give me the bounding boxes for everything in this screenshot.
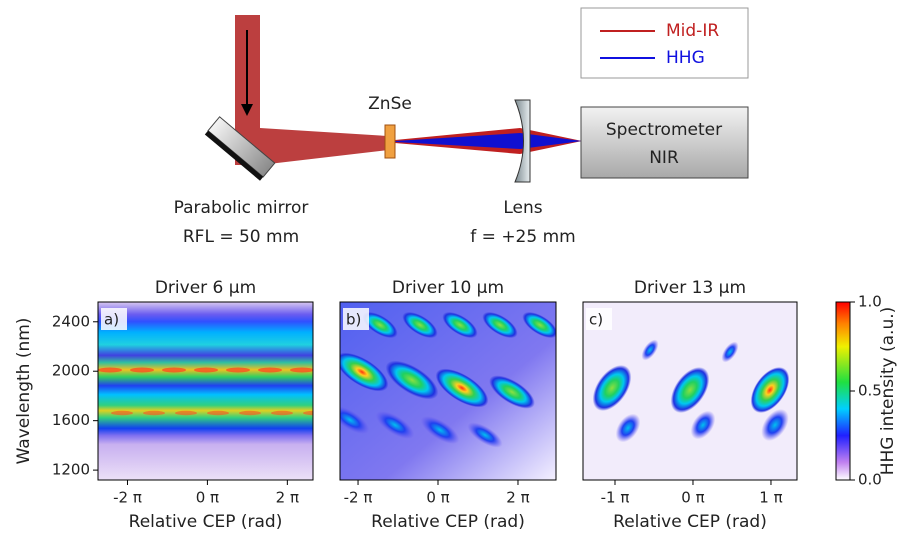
heatmap-image [442, 311, 478, 339]
label: Lens [503, 198, 542, 218]
heatmap-image [690, 410, 716, 440]
colorbar-tick-label: 1.0 [858, 293, 882, 311]
label: NIR [649, 148, 679, 168]
y-tick-label: 2000 [52, 362, 90, 380]
heatmap-image [239, 410, 261, 416]
heatmap-image [721, 341, 739, 363]
y-tick-label: 1600 [52, 411, 90, 429]
legend-label: Mid-IR [666, 21, 719, 41]
heatmap-image [489, 375, 535, 409]
x-tick-label: 0 π [681, 489, 704, 507]
heatmap-image [670, 367, 710, 413]
heatmap-image [402, 311, 438, 339]
heatmap-image [194, 367, 218, 373]
heatmap-image [290, 367, 313, 373]
heatmap-image [420, 416, 460, 444]
x-tick-label: 1 π [759, 489, 782, 507]
label: f = +25 mm [470, 227, 575, 247]
heatmap-image [130, 367, 154, 373]
heatmap-image [482, 311, 518, 339]
heatmap-image [592, 365, 632, 411]
colorbar-tick-label: 0.0 [858, 471, 882, 489]
heatmap-image [143, 410, 165, 416]
panel-label: b) [346, 311, 361, 329]
x-axis-label: Relative CEP (rad) [371, 512, 525, 532]
x-axis-label: Relative CEP (rad) [613, 512, 767, 532]
plot-frame [97, 301, 314, 481]
plot-frame [339, 301, 557, 481]
panel-label: a) [104, 311, 119, 329]
x-tick-label: -1 π [601, 489, 630, 507]
legend-label: HHG [666, 48, 705, 68]
heatmap-image [175, 410, 197, 416]
heatmap-image [522, 311, 556, 339]
setup-diagram: Mid-IR HHG ZnSe Parabolic mirror RFL = 5… [174, 7, 749, 247]
x-tick-label: -2 π [344, 489, 373, 507]
colorbar-tick-label: 0.5 [858, 382, 882, 400]
heatmap-image [615, 413, 641, 443]
heatmap-image [98, 367, 122, 373]
heatmap-image [303, 410, 313, 416]
heatmap [583, 302, 797, 480]
x-tick-label: 2 π [276, 489, 299, 507]
panel-label-bg [586, 308, 612, 330]
panel-title: Driver 6 µm [155, 278, 256, 298]
heatmap-image [111, 410, 133, 416]
heatmap-image [750, 367, 790, 413]
label: ZnSe [368, 94, 412, 114]
y-axis-label: Wavelength (nm) [14, 318, 34, 465]
heatmap-image [375, 411, 415, 439]
x-axis-label: Relative CEP (rad) [129, 512, 283, 532]
heatmap-image [761, 408, 789, 442]
heatmap-image [258, 367, 282, 373]
y-tick-label: 1200 [52, 461, 90, 479]
label: RFL = 50 mm [183, 227, 299, 247]
heatmap-image [467, 422, 503, 448]
x-tick-label: -2 π [113, 489, 142, 507]
panel-label: c) [589, 311, 603, 329]
panel-label-bg [101, 308, 127, 330]
heatmap [340, 302, 556, 480]
heatmap-image [362, 311, 398, 339]
heatmap [98, 302, 313, 480]
y-tick-label: 2400 [52, 312, 90, 330]
x-tick-label: 2 π [506, 489, 529, 507]
heatmap-image [435, 368, 489, 408]
panel-title: Driver 13 µm [634, 278, 746, 298]
plot-frame [582, 301, 798, 481]
colorbar [835, 301, 851, 481]
label: Spectrometer [606, 120, 722, 140]
heatmap-image [385, 360, 439, 400]
heatmap-image [271, 410, 293, 416]
heatmap-image [207, 410, 229, 416]
heatmap-image [226, 367, 250, 373]
x-tick-label: 0 π [196, 489, 219, 507]
label: Parabolic mirror [174, 198, 309, 218]
heatmap-image [98, 302, 313, 480]
x-tick-label: 0 π [426, 489, 449, 507]
colorbar-label: HHG intensity (a.u.) [878, 307, 898, 476]
heatmap-image [162, 367, 186, 373]
panel-title: Driver 10 µm [392, 278, 504, 298]
heatmap-image [641, 339, 659, 361]
heatmap-image [340, 352, 389, 392]
panel-label-bg [343, 308, 369, 330]
